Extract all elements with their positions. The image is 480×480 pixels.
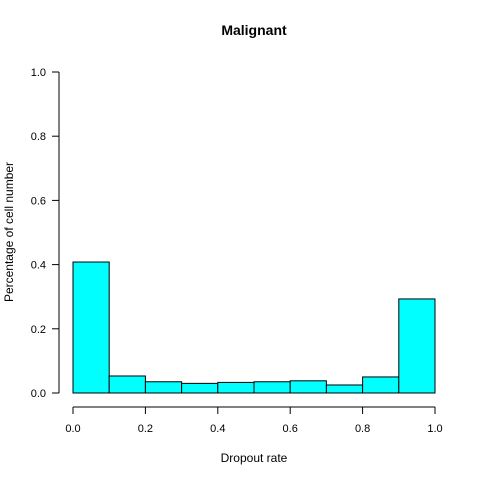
bars-group [72, 261, 436, 394]
histogram-bar-7 [325, 384, 364, 394]
histogram-bar-5 [253, 381, 291, 394]
y-tick-label: 0.0 [31, 388, 46, 400]
y-tick-label: 0.2 [31, 324, 46, 336]
x-tick-label: 0.4 [210, 423, 225, 435]
chart-title: Malignant [221, 22, 287, 38]
histogram-bar-1 [108, 375, 146, 394]
histogram-bar-6 [289, 380, 327, 394]
x-tick-label: 0.8 [355, 423, 370, 435]
x-tick-label: 1.0 [427, 423, 442, 435]
y-tick-label: 1.0 [31, 67, 46, 79]
histogram-bar-8 [362, 376, 400, 394]
x-tick-label: 0.2 [138, 423, 153, 435]
x-axis-label: Dropout rate [221, 451, 288, 465]
y-axis: 0.0 0.2 0.4 0.6 0.8 1.0 [31, 67, 60, 400]
x-tick-label: 0.6 [283, 423, 298, 435]
histogram-bar-9 [398, 298, 436, 394]
histogram-bar-3 [181, 382, 219, 394]
x-axis: 0.0 0.2 0.4 0.6 0.8 1.0 [65, 406, 443, 435]
y-tick-label: 0.4 [31, 260, 46, 272]
y-tick-label: 0.8 [31, 131, 46, 143]
y-axis-label: Percentage of cell number [2, 162, 16, 302]
x-tick-label: 0.0 [65, 423, 80, 435]
histogram-bar-0 [72, 261, 110, 394]
histogram-bar-2 [144, 381, 183, 394]
histogram-bar-4 [217, 381, 255, 394]
y-tick-label: 0.6 [31, 195, 46, 207]
